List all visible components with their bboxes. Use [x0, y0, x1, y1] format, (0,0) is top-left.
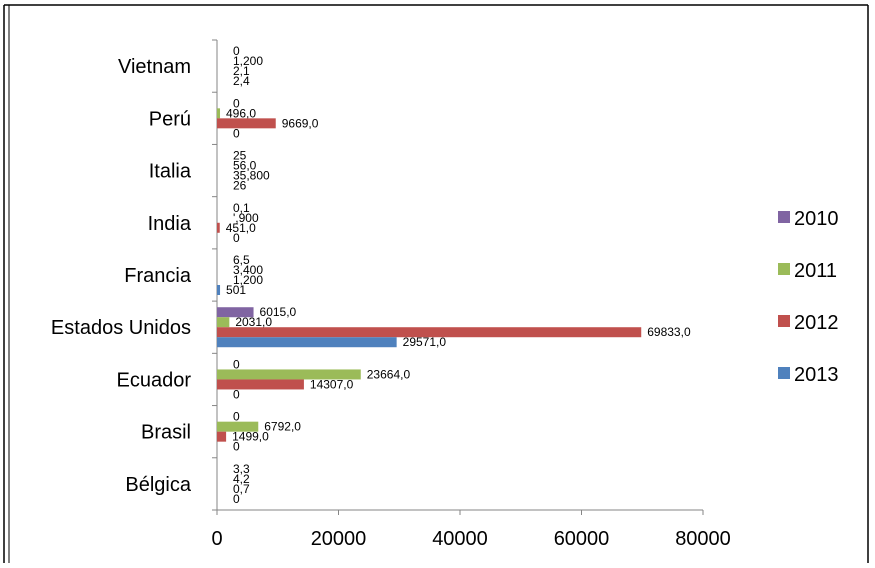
legend-label: 2013: [794, 364, 839, 386]
bar-2011: [217, 421, 259, 432]
value-tick-label: 40000: [432, 528, 488, 550]
data-label: 2,1: [233, 64, 250, 78]
category-label: India: [148, 213, 192, 235]
data-label: 451,0: [226, 221, 256, 235]
data-label: 501: [226, 283, 246, 297]
data-label: 26: [233, 179, 247, 193]
data-label: 0: [233, 492, 240, 506]
data-label: 0: [233, 387, 240, 401]
category-label: Estados Unidos: [51, 317, 191, 339]
data-label: 0,7: [233, 482, 250, 496]
data-label: 2031,0: [235, 315, 272, 329]
legend: 2010 2011 2012 2013: [778, 208, 839, 386]
data-label: 0: [233, 231, 240, 245]
data-label: 496,0: [226, 106, 256, 120]
data-label: 69833,0: [647, 325, 691, 339]
data-label: 2,4: [233, 74, 250, 88]
bar-2011: [217, 317, 230, 328]
legend-swatch-2012: [778, 315, 790, 327]
bar-2012: [217, 431, 227, 442]
legend-label: 2012: [794, 312, 839, 334]
data-label: 29571,0: [403, 335, 447, 349]
data-label: 0: [233, 357, 240, 371]
data-label: 25: [233, 149, 247, 163]
category-label: Italia: [149, 161, 192, 183]
data-label: 0: [233, 96, 240, 110]
bar-2013: [217, 285, 221, 295]
plot-area: 0 20000 40000 60000 80000Vietnam01,2002,12,4…: [51, 39, 731, 550]
data-label: 3,400: [233, 263, 263, 277]
category-label: Vietnam: [118, 56, 191, 78]
data-label: 23664,0: [367, 367, 411, 381]
legend-label: 2011: [794, 260, 837, 282]
data-label: 6792,0: [264, 420, 301, 434]
data-label: 0: [233, 126, 240, 140]
category-label: Brasil: [141, 422, 191, 444]
data-label: 56,0: [233, 159, 257, 173]
data-label: 6,5: [233, 253, 250, 267]
legend-label: 2010: [794, 208, 839, 230]
value-tick-label: 80000: [675, 528, 731, 550]
data-label: 1499,0: [232, 430, 269, 444]
value-tick-label: 20000: [311, 528, 367, 550]
data-label: 0: [233, 410, 240, 424]
bar-2010: [217, 307, 254, 318]
bar-2011: [217, 369, 361, 380]
data-label: 0: [233, 440, 240, 454]
bar-2011: [217, 108, 221, 119]
data-label: ',900: [233, 211, 259, 225]
data-label: 14307,0: [310, 377, 354, 391]
data-label: 1,200: [233, 273, 263, 287]
data-label: 1,200: [233, 54, 263, 68]
legend-swatch-2011: [778, 263, 790, 275]
bar-2013: [217, 337, 397, 348]
bar-2012: [217, 222, 220, 233]
bar-2012: [217, 379, 304, 390]
category-label: Ecuador: [117, 369, 192, 391]
data-label: 0,1: [233, 201, 250, 215]
value-tick-label: 0: [211, 528, 222, 550]
data-label: 9669,0: [282, 116, 319, 130]
bar-2012: [217, 327, 642, 338]
category-label: Perú: [149, 108, 191, 130]
legend-swatch-2013: [778, 367, 790, 379]
bar-2012: [217, 118, 276, 129]
legend-swatch-2010: [778, 211, 790, 223]
data-label: 35,800: [233, 169, 270, 183]
value-tick-label: 60000: [554, 528, 610, 550]
data-label: 6015,0: [260, 305, 297, 319]
category-label: Bélgica: [125, 474, 191, 496]
category-label: Francia: [124, 265, 192, 287]
data-label: 3,3: [233, 462, 250, 476]
data-label: 4,2: [233, 472, 250, 486]
data-label: 0: [233, 44, 240, 58]
